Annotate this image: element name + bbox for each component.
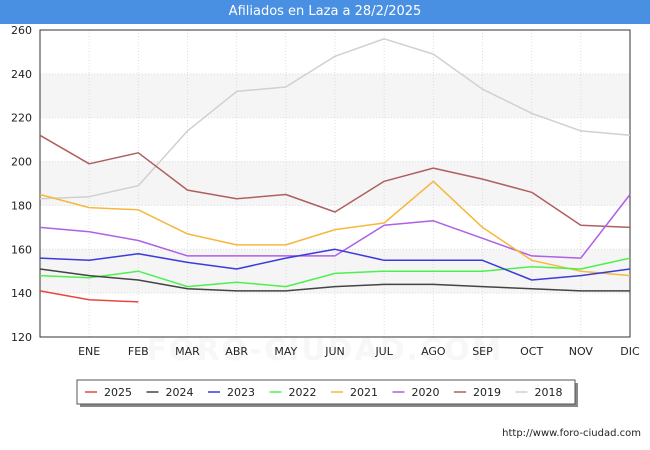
- chart-title: Afiliados en Laza a 28/2/2025: [228, 4, 422, 19]
- series-line-2018: [39, 38, 631, 200]
- x-tick-label: ENE: [78, 345, 100, 358]
- legend-label-2025: 2025: [104, 386, 132, 399]
- legend-label-2021: 2021: [350, 386, 378, 399]
- legend-box: [76, 379, 576, 405]
- series-line-2019: [39, 134, 631, 229]
- y-tick-label: 180: [11, 199, 32, 212]
- x-tick-label: NOV: [569, 345, 594, 358]
- y-tick-label: 160: [11, 243, 32, 256]
- x-tick-label: AGO: [421, 345, 446, 358]
- legend-label-2020: 2020: [412, 386, 440, 399]
- series-line-2022: [39, 257, 631, 288]
- title-bar: [0, 0, 650, 24]
- y-tick-label: 120: [11, 331, 32, 344]
- x-tick-label: MAY: [274, 345, 297, 358]
- legend-label-2019: 2019: [473, 386, 501, 399]
- legend-label-2018: 2018: [535, 386, 563, 399]
- x-tick-label: SEP: [472, 345, 493, 358]
- x-tick-label: ABR: [225, 345, 248, 358]
- x-tick-label: JUL: [374, 345, 393, 358]
- y-tick-label: 220: [11, 112, 32, 125]
- x-tick-label: FEB: [128, 345, 149, 358]
- y-tick-label: 260: [11, 24, 32, 37]
- x-tick-label: DIC: [620, 345, 640, 358]
- y-tick-label: 140: [11, 287, 32, 300]
- chart-series: [39, 38, 631, 303]
- plot-frame: [39, 29, 631, 338]
- x-tick-label: MAR: [175, 345, 200, 358]
- chart-legend: 2025 2024 2023 2022 2021 2020 2019 2018: [76, 379, 578, 407]
- series-line-2025: [39, 290, 139, 303]
- y-tick-label: 200: [11, 156, 32, 169]
- series-line-2020: [39, 194, 631, 259]
- chart-axes: 120 140 160 180 200 220 240 260 ENE FEB MAR ABR MAY J…: [11, 24, 640, 358]
- legend-label-2023: 2023: [227, 386, 255, 399]
- source-credit: http://www.foro-ciudad.com: [502, 428, 641, 439]
- legend-label-2022: 2022: [289, 386, 317, 399]
- series-line-2023: [39, 248, 631, 281]
- series-line-2021: [39, 180, 631, 277]
- legend-label-2024: 2024: [166, 386, 194, 399]
- x-tick-label: OCT: [520, 345, 543, 358]
- series-line-2024: [39, 268, 630, 292]
- y-tick-label: 240: [11, 68, 32, 81]
- x-tick-label: JUN: [324, 345, 345, 358]
- watermark: FORO-CIUDAD.COM: [146, 333, 504, 368]
